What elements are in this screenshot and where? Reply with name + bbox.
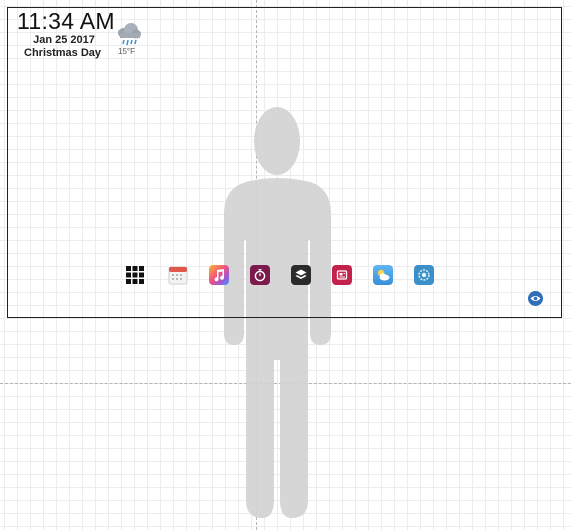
settings-icon[interactable] <box>414 265 434 285</box>
rain-cloud-icon <box>115 20 143 56</box>
clock-date: Jan 25 2017 <box>33 34 95 46</box>
weather-app-icon[interactable] <box>373 265 393 285</box>
music-icon[interactable] <box>209 265 229 285</box>
layers-app-icon[interactable] <box>291 265 311 285</box>
timer-icon[interactable] <box>250 265 270 285</box>
device-screen: 11:34 AM Jan 25 2017 Christmas Day 15°F <box>7 7 562 318</box>
calendar-icon[interactable] <box>168 265 188 285</box>
temperature-label: 15°F <box>118 47 135 56</box>
clock-time: 11:34 AM <box>17 8 115 34</box>
horizontal-guide-line <box>0 383 571 384</box>
eye-icon[interactable] <box>528 291 543 306</box>
news-icon[interactable] <box>332 265 352 285</box>
holiday-label: Christmas Day <box>24 47 102 59</box>
app-grid-icon[interactable] <box>125 265 145 285</box>
